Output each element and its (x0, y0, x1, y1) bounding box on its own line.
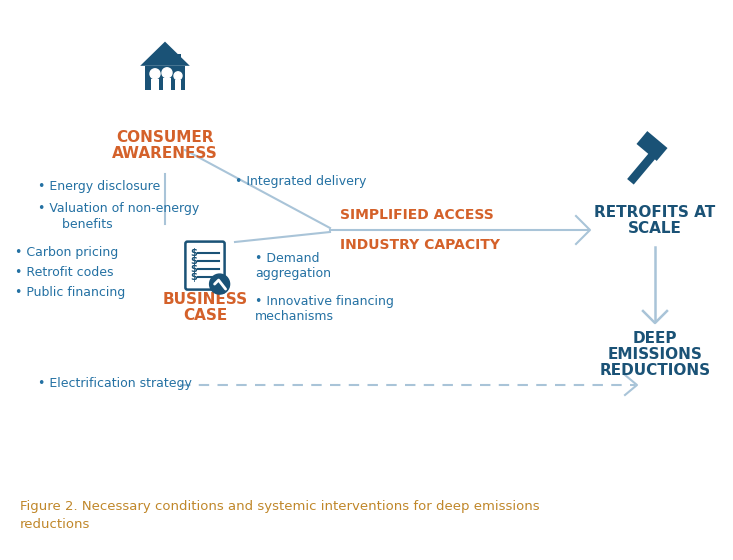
Text: • Integrated delivery: • Integrated delivery (235, 175, 366, 188)
Text: • Demand
aggregation: • Demand aggregation (255, 252, 331, 280)
Text: • Innovative financing
mechanisms: • Innovative financing mechanisms (255, 295, 394, 323)
Text: $: $ (191, 256, 197, 266)
Polygon shape (151, 79, 159, 94)
Polygon shape (174, 54, 181, 64)
Text: • Retrofit codes: • Retrofit codes (15, 266, 114, 279)
FancyBboxPatch shape (185, 241, 224, 290)
Polygon shape (163, 78, 171, 94)
Text: • Electrification strategy: • Electrification strategy (38, 377, 192, 390)
Text: $: $ (191, 248, 197, 258)
Text: • Energy disclosure: • Energy disclosure (38, 180, 161, 193)
Polygon shape (636, 131, 668, 161)
Text: • Public financing: • Public financing (15, 286, 125, 299)
Polygon shape (175, 80, 181, 92)
Text: • Valuation of non-energy
      benefits: • Valuation of non-energy benefits (38, 202, 199, 231)
Text: • Carbon pricing: • Carbon pricing (15, 246, 118, 259)
Circle shape (210, 274, 229, 294)
Text: INDUSTRY CAPACITY: INDUSTRY CAPACITY (340, 238, 500, 252)
Polygon shape (140, 41, 190, 66)
Text: Figure 2. Necessary conditions and systemic interventions for deep emissions
red: Figure 2. Necessary conditions and syste… (20, 500, 539, 531)
Polygon shape (627, 151, 657, 185)
Text: CONSUMER
AWARENESS: CONSUMER AWARENESS (112, 130, 218, 161)
Circle shape (174, 72, 182, 80)
Text: BUSINESS
CASE: BUSINESS CASE (163, 292, 248, 323)
Text: $: $ (191, 272, 197, 282)
Text: SIMPLIFIED ACCESS: SIMPLIFIED ACCESS (340, 208, 494, 222)
Text: $: $ (191, 264, 197, 274)
Polygon shape (145, 66, 185, 90)
Circle shape (162, 68, 172, 78)
Text: RETROFITS AT
SCALE: RETROFITS AT SCALE (594, 205, 715, 236)
Text: DEEP
EMISSIONS
REDUCTIONS: DEEP EMISSIONS REDUCTIONS (600, 331, 710, 379)
Circle shape (150, 69, 160, 79)
